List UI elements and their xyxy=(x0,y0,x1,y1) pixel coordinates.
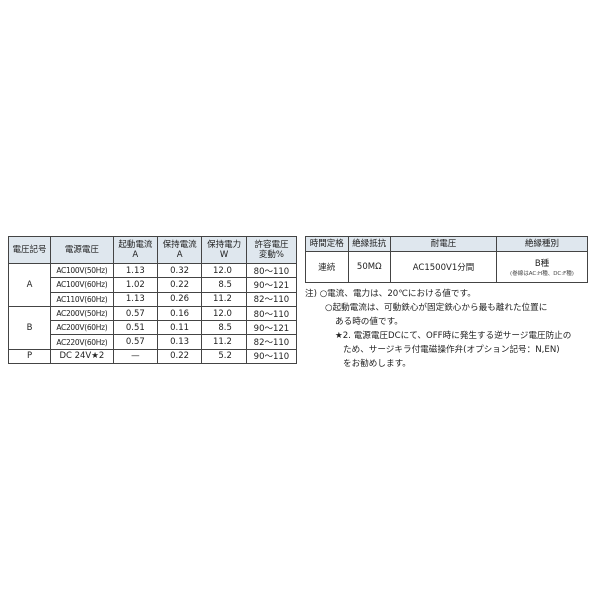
cell-holding-power: 8.5 xyxy=(201,320,247,336)
cell-holding-current: 0.11 xyxy=(156,320,203,336)
table-row: B AC200V(50Hz) 0.57 0.16 12.0 80～110 xyxy=(7,305,298,350)
cell-allowable-voltage-variation: 80～110 xyxy=(245,262,298,279)
table-row: AC110V(60Hz) 1.13 0.26 11.2 82～110 xyxy=(9,291,298,307)
cell-supply-voltage: AC200V(50Hz) xyxy=(50,305,114,322)
notes: 注) ○電流、電力は、20℃における値です。 ○起動電流は、可動鉄心が固定鉄心か… xyxy=(305,287,595,371)
table-row: P DC 24V★2—0.22 5.2 90～110 xyxy=(7,348,298,365)
cell-allowable-voltage-variation: 90～110 xyxy=(245,348,298,365)
cell-insulation-class: B種 (巻線はAC:H種、DC:F種) xyxy=(496,251,588,283)
header-text: 起動電流 xyxy=(118,240,153,250)
cell-starting-current: 1.02 xyxy=(112,277,158,293)
header-starting-current: 起動電流 A xyxy=(112,236,158,264)
cell-time-rating: 連続 xyxy=(305,251,349,283)
cell-withstand-voltage: AC1500V1分間 xyxy=(390,251,497,283)
header-time-rating: 時間定格 xyxy=(305,236,349,252)
table-row: AC200V(60Hz) 0.51 0.11 8.5 90～121 xyxy=(8,320,298,336)
cell-supply-voltage: DC 24V★2 xyxy=(50,348,114,365)
cell-holding-power: 11.2 xyxy=(201,334,247,350)
header-text: W xyxy=(219,250,229,260)
table-row: A AC100V(50Hz) 1.13 0.32 12.0 80～110 xyxy=(7,262,298,307)
cell-holding-power: 5.2 xyxy=(201,348,247,365)
header-holding-current: 保持電流 A xyxy=(156,236,203,264)
cell-voltage-code: B xyxy=(7,305,52,350)
cell-starting-current: 0.51 xyxy=(112,320,158,336)
header-text: 変動% xyxy=(258,250,284,260)
cell-allowable-voltage-variation: 80～110 xyxy=(245,305,298,322)
cell-voltage-code: A xyxy=(7,263,52,307)
note-line: ★2. 電源電圧DCにて、OFF時に発生する逆サージ電圧防止の xyxy=(335,331,572,341)
table-header-row: 電圧記号 電源電圧 起動電流 A 保持電流 A 保持電力 W 許容電圧 変動% xyxy=(7,236,298,264)
cell-holding-current: 0.26 xyxy=(156,291,203,307)
cell-holding-current: 0.22 xyxy=(156,348,203,365)
cell-starting-current: 1.13 xyxy=(112,291,158,307)
insulation-class-note: (巻線はAC:H種、DC:F種) xyxy=(510,271,574,277)
spec-table-insulation: 時間定格 絶縁抵抗 耐電圧 絶縁種別 連続 50MΩ AC1500V1分間 B種… xyxy=(305,236,588,283)
note-line: 注) ○電流、電力は、20℃における値です。 xyxy=(305,287,595,301)
cell-holding-power: 8.5 xyxy=(201,277,247,293)
header-text: 保持電流 xyxy=(162,240,197,250)
table-row: AC100V(60Hz) 1.02 0.22 8.5 90～121 xyxy=(8,277,298,293)
header-text: 電源電圧 xyxy=(64,245,99,255)
insulation-class-value: B種 xyxy=(534,259,550,269)
note-prefix: 注) xyxy=(305,289,317,299)
note-line: ある時の値です。 xyxy=(335,317,403,327)
table-row: 連続 50MΩ AC1500V1分間 B種 (巻線はAC:H種、DC:F種) xyxy=(305,251,588,283)
cell-supply-voltage: AC100V(60Hz) xyxy=(50,277,114,293)
note-line: ため、サージキラ付電磁操作弁(オプション記号：N,EN) xyxy=(343,345,560,355)
header-insulation-resistance: 絶縁抵抗 xyxy=(347,236,391,252)
header-withstand-voltage: 耐電圧 xyxy=(390,236,497,252)
cell-holding-current: 0.22 xyxy=(156,277,203,293)
cell-starting-current: 0.57 xyxy=(112,334,158,350)
spec-table-electrical: 電圧記号 電源電圧 起動電流 A 保持電流 A 保持電力 W 許容電圧 変動% A AC100V(5… xyxy=(7,236,298,365)
cell-allowable-voltage-variation: 82～110 xyxy=(245,334,298,350)
header-holding-power: 保持電力 W xyxy=(201,236,247,264)
cell-holding-power: 12.0 xyxy=(201,262,247,279)
cell-holding-current: 0.16 xyxy=(156,305,203,322)
header-text: A xyxy=(132,250,139,260)
header-text: 保持電力 xyxy=(207,240,242,250)
cell-holding-power: 12.0 xyxy=(201,305,247,322)
header-insulation-class: 絶縁種別 xyxy=(496,236,588,252)
note-line: ○起動電流は、可動鉄心が固定鉄心から最も離れた位置に xyxy=(325,303,548,313)
header-allowable-voltage-variation: 許容電圧 変動% xyxy=(245,236,298,264)
header-text: A xyxy=(176,250,183,260)
cell-starting-current: — xyxy=(112,348,158,365)
note-text: ○電流、電力は、20℃における値です。 xyxy=(319,289,476,299)
cell-holding-current: 0.13 xyxy=(156,334,203,350)
cell-allowable-voltage-variation: 90～121 xyxy=(245,277,298,293)
cell-supply-voltage: AC100V(50Hz) xyxy=(50,262,114,279)
table-header-row: 時間定格 絶縁抵抗 耐電圧 絶縁種別 xyxy=(305,236,588,252)
header-voltage-code: 電圧記号 xyxy=(7,236,52,264)
cell-starting-current: 1.13 xyxy=(112,262,158,279)
header-supply-voltage: 電源電圧 xyxy=(50,236,114,264)
cell-voltage-code: P xyxy=(7,348,52,365)
cell-supply-voltage: AC220V(60Hz) xyxy=(50,334,114,350)
cell-allowable-voltage-variation: 90～121 xyxy=(245,320,298,336)
cell-holding-current: 0.32 xyxy=(156,262,203,279)
cell-supply-voltage: AC110V(60Hz) xyxy=(50,291,114,307)
cell-allowable-voltage-variation: 82～110 xyxy=(245,291,298,307)
cell-supply-voltage: AC200V(60Hz) xyxy=(50,320,114,336)
cell-holding-power: 11.2 xyxy=(201,291,247,307)
header-text: 電圧記号 xyxy=(12,245,47,255)
note-line: をお勧めします。 xyxy=(343,359,411,369)
header-text: 許容電圧 xyxy=(254,240,289,250)
table-row: AC220V(60Hz) 0.57 0.13 11.2 82～110 xyxy=(9,334,298,350)
cell-starting-current: 0.57 xyxy=(112,305,158,322)
cell-insulation-resistance: 50MΩ xyxy=(347,251,391,283)
